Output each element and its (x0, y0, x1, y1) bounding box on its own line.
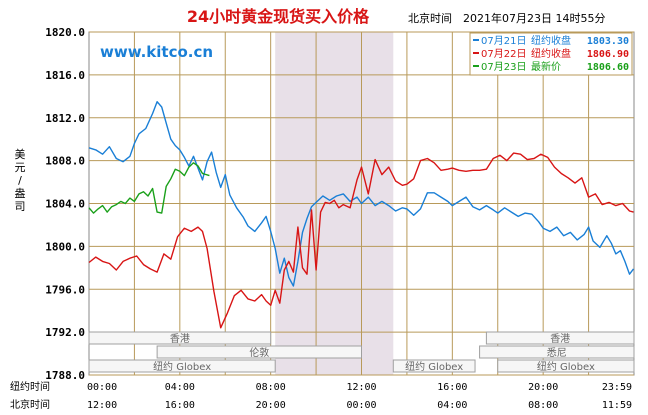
y-tick-label: 1796.0 (45, 283, 85, 296)
legend-series-label: 最新价 (531, 60, 561, 73)
y-tick-label: 1808.0 (45, 155, 85, 168)
bj-tick-label: 08:00 (528, 400, 558, 411)
ny-tick-label: 16:00 (437, 382, 467, 393)
bj-tick-label: 04:00 (437, 400, 467, 411)
legend: 07月21日 纽约收盘 1803.30 07月22日 纽约收盘 1806.90 07月23日… (469, 32, 633, 76)
bj-tick-label: 11:59 (602, 400, 632, 411)
bj-tick-label: 00:00 (346, 400, 376, 411)
ny-tick-label: 12:00 (346, 382, 376, 393)
market-label: 悉尼 (547, 347, 567, 359)
legend-series-value: 1803.30 (587, 36, 629, 47)
ny-tick-label: 08:00 (256, 382, 286, 393)
legend-series-name: 07月23日 (481, 61, 526, 73)
bj-tick-label: 16:00 (165, 400, 195, 411)
market-band (485, 331, 635, 345)
market-label: 香港 (170, 333, 190, 345)
market-label: 纽约 Globex (537, 360, 595, 373)
ny-tick-label: 23:59 (602, 382, 632, 393)
y-tick-label: 1820.0 (45, 26, 85, 39)
market-band (392, 359, 476, 373)
legend-series-name: 07月22日 (481, 48, 526, 60)
y-tick-label: 1816.0 (45, 69, 85, 82)
market-band (156, 345, 362, 359)
market-label: 香港 (550, 333, 570, 345)
legend-series-value: 1806.60 (587, 62, 629, 73)
y-tick-label: 1788.0 (45, 369, 85, 382)
market-label: 纽约 Globex (153, 360, 211, 373)
legend-series-label: 纽约收盘 (531, 47, 571, 60)
ny-time-row-label: 纽约时间 (10, 380, 50, 393)
y-axis-label: 美元/盎司 (15, 148, 26, 213)
y-tick-label: 1800.0 (45, 240, 85, 253)
chart-title: 24小时黄金现货买入价格 (187, 7, 370, 26)
series-line-1 (88, 100, 635, 287)
watermark: www.kitco.cn (100, 43, 213, 61)
market-band (497, 359, 635, 373)
bj-tick-label: 12:00 (87, 400, 117, 411)
legend-series-name: 07月21日 (481, 35, 526, 47)
ny-tick-label: 00:00 (87, 382, 117, 393)
bj-time-row-label: 北京时间 (10, 398, 50, 411)
legend-series-label: 纽约收盘 (531, 34, 571, 47)
series-line-3 (88, 162, 210, 214)
market-band (88, 331, 272, 345)
y-tick-label: 1792.0 (45, 326, 85, 339)
y-tick-label: 1812.0 (45, 112, 85, 125)
bj-tick-label: 20:00 (256, 400, 286, 411)
y-tick-label: 1804.0 (45, 198, 85, 211)
chart-subtitle: 北京时间 2021年07月23日 14时55分 (408, 11, 605, 25)
market-band (479, 345, 635, 359)
market-label: 伦敦 (249, 346, 269, 359)
series-line-2 (88, 152, 634, 329)
legend-series-value: 1806.90 (587, 49, 629, 60)
market-band (88, 359, 276, 373)
legend-box (469, 32, 633, 76)
ny-tick-label: 04:00 (165, 382, 195, 393)
ny-tick-label: 20:00 (528, 382, 558, 393)
market-label: 纽约 Globex (405, 360, 463, 373)
